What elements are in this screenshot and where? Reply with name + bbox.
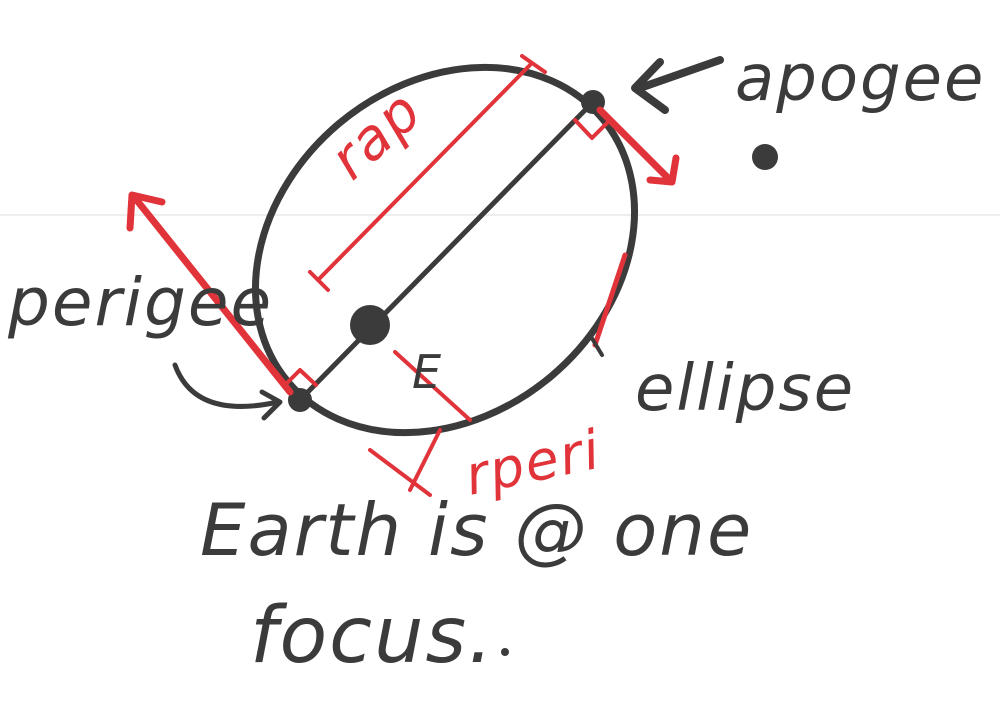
ellipse-label: ellipse	[635, 352, 855, 426]
r-peri-dimension	[368, 350, 472, 497]
stray-ink-mark	[752, 144, 778, 170]
perigee-point	[288, 388, 312, 412]
perigee-pointer-arrow	[172, 362, 283, 421]
apogee-label: apogee	[735, 42, 985, 116]
caption-line-2: focus.	[250, 591, 495, 681]
ellipse-pointer-mark	[588, 252, 628, 357]
major-axis-line	[297, 99, 596, 403]
perigee-velocity-arrow	[126, 191, 294, 396]
apogee-pointer-arrow	[631, 56, 724, 114]
perigee-right-angle-marker	[283, 368, 318, 387]
earth-label: E	[412, 345, 443, 399]
apogee-velocity-arrow	[596, 106, 680, 186]
apogee-right-angle-marker	[573, 118, 610, 140]
perigee-label: perigee	[7, 264, 273, 341]
earth-dot	[350, 305, 390, 345]
caption-line-1: Earth is @ one	[200, 488, 753, 572]
r-ap-label: rap	[318, 78, 435, 192]
r-ap-dimension	[308, 54, 547, 292]
stray-period-mark	[501, 648, 509, 656]
